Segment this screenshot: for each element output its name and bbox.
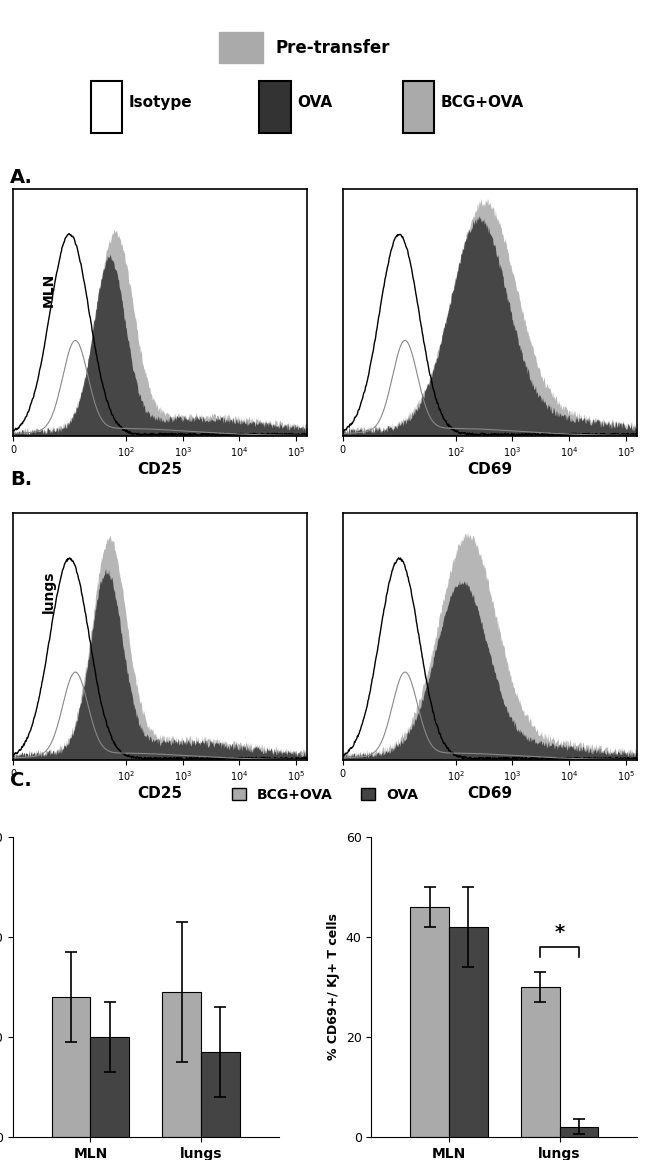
FancyBboxPatch shape (91, 80, 122, 133)
Text: OVA: OVA (297, 95, 332, 110)
Text: Isotype: Isotype (129, 95, 192, 110)
Bar (560, 1126, 598, 1137)
Text: MLN: MLN (42, 273, 56, 307)
Bar (162, 992, 201, 1137)
Bar (449, 927, 488, 1137)
FancyBboxPatch shape (219, 32, 263, 63)
Bar (52, 996, 90, 1137)
X-axis label: CD69: CD69 (467, 786, 512, 802)
FancyBboxPatch shape (259, 80, 291, 133)
Text: lungs: lungs (42, 571, 56, 612)
Text: A.: A. (10, 168, 32, 187)
Text: B.: B. (10, 470, 32, 488)
Legend: BCG+OVA, OVA: BCG+OVA, OVA (227, 782, 423, 807)
Text: *: * (554, 923, 565, 942)
X-axis label: CD25: CD25 (138, 462, 183, 477)
Bar (410, 907, 449, 1137)
Bar (90, 1037, 129, 1137)
Text: Pre-transfer: Pre-transfer (275, 39, 389, 57)
Y-axis label: % CD69+/ KJ+ T cells: % CD69+/ KJ+ T cells (328, 913, 341, 1060)
Text: C.: C. (10, 771, 31, 790)
X-axis label: CD25: CD25 (138, 786, 183, 802)
Bar (201, 1052, 240, 1137)
X-axis label: CD69: CD69 (467, 462, 512, 477)
Bar (521, 987, 560, 1137)
FancyBboxPatch shape (403, 80, 434, 133)
Text: BCG+OVA: BCG+OVA (441, 95, 523, 110)
